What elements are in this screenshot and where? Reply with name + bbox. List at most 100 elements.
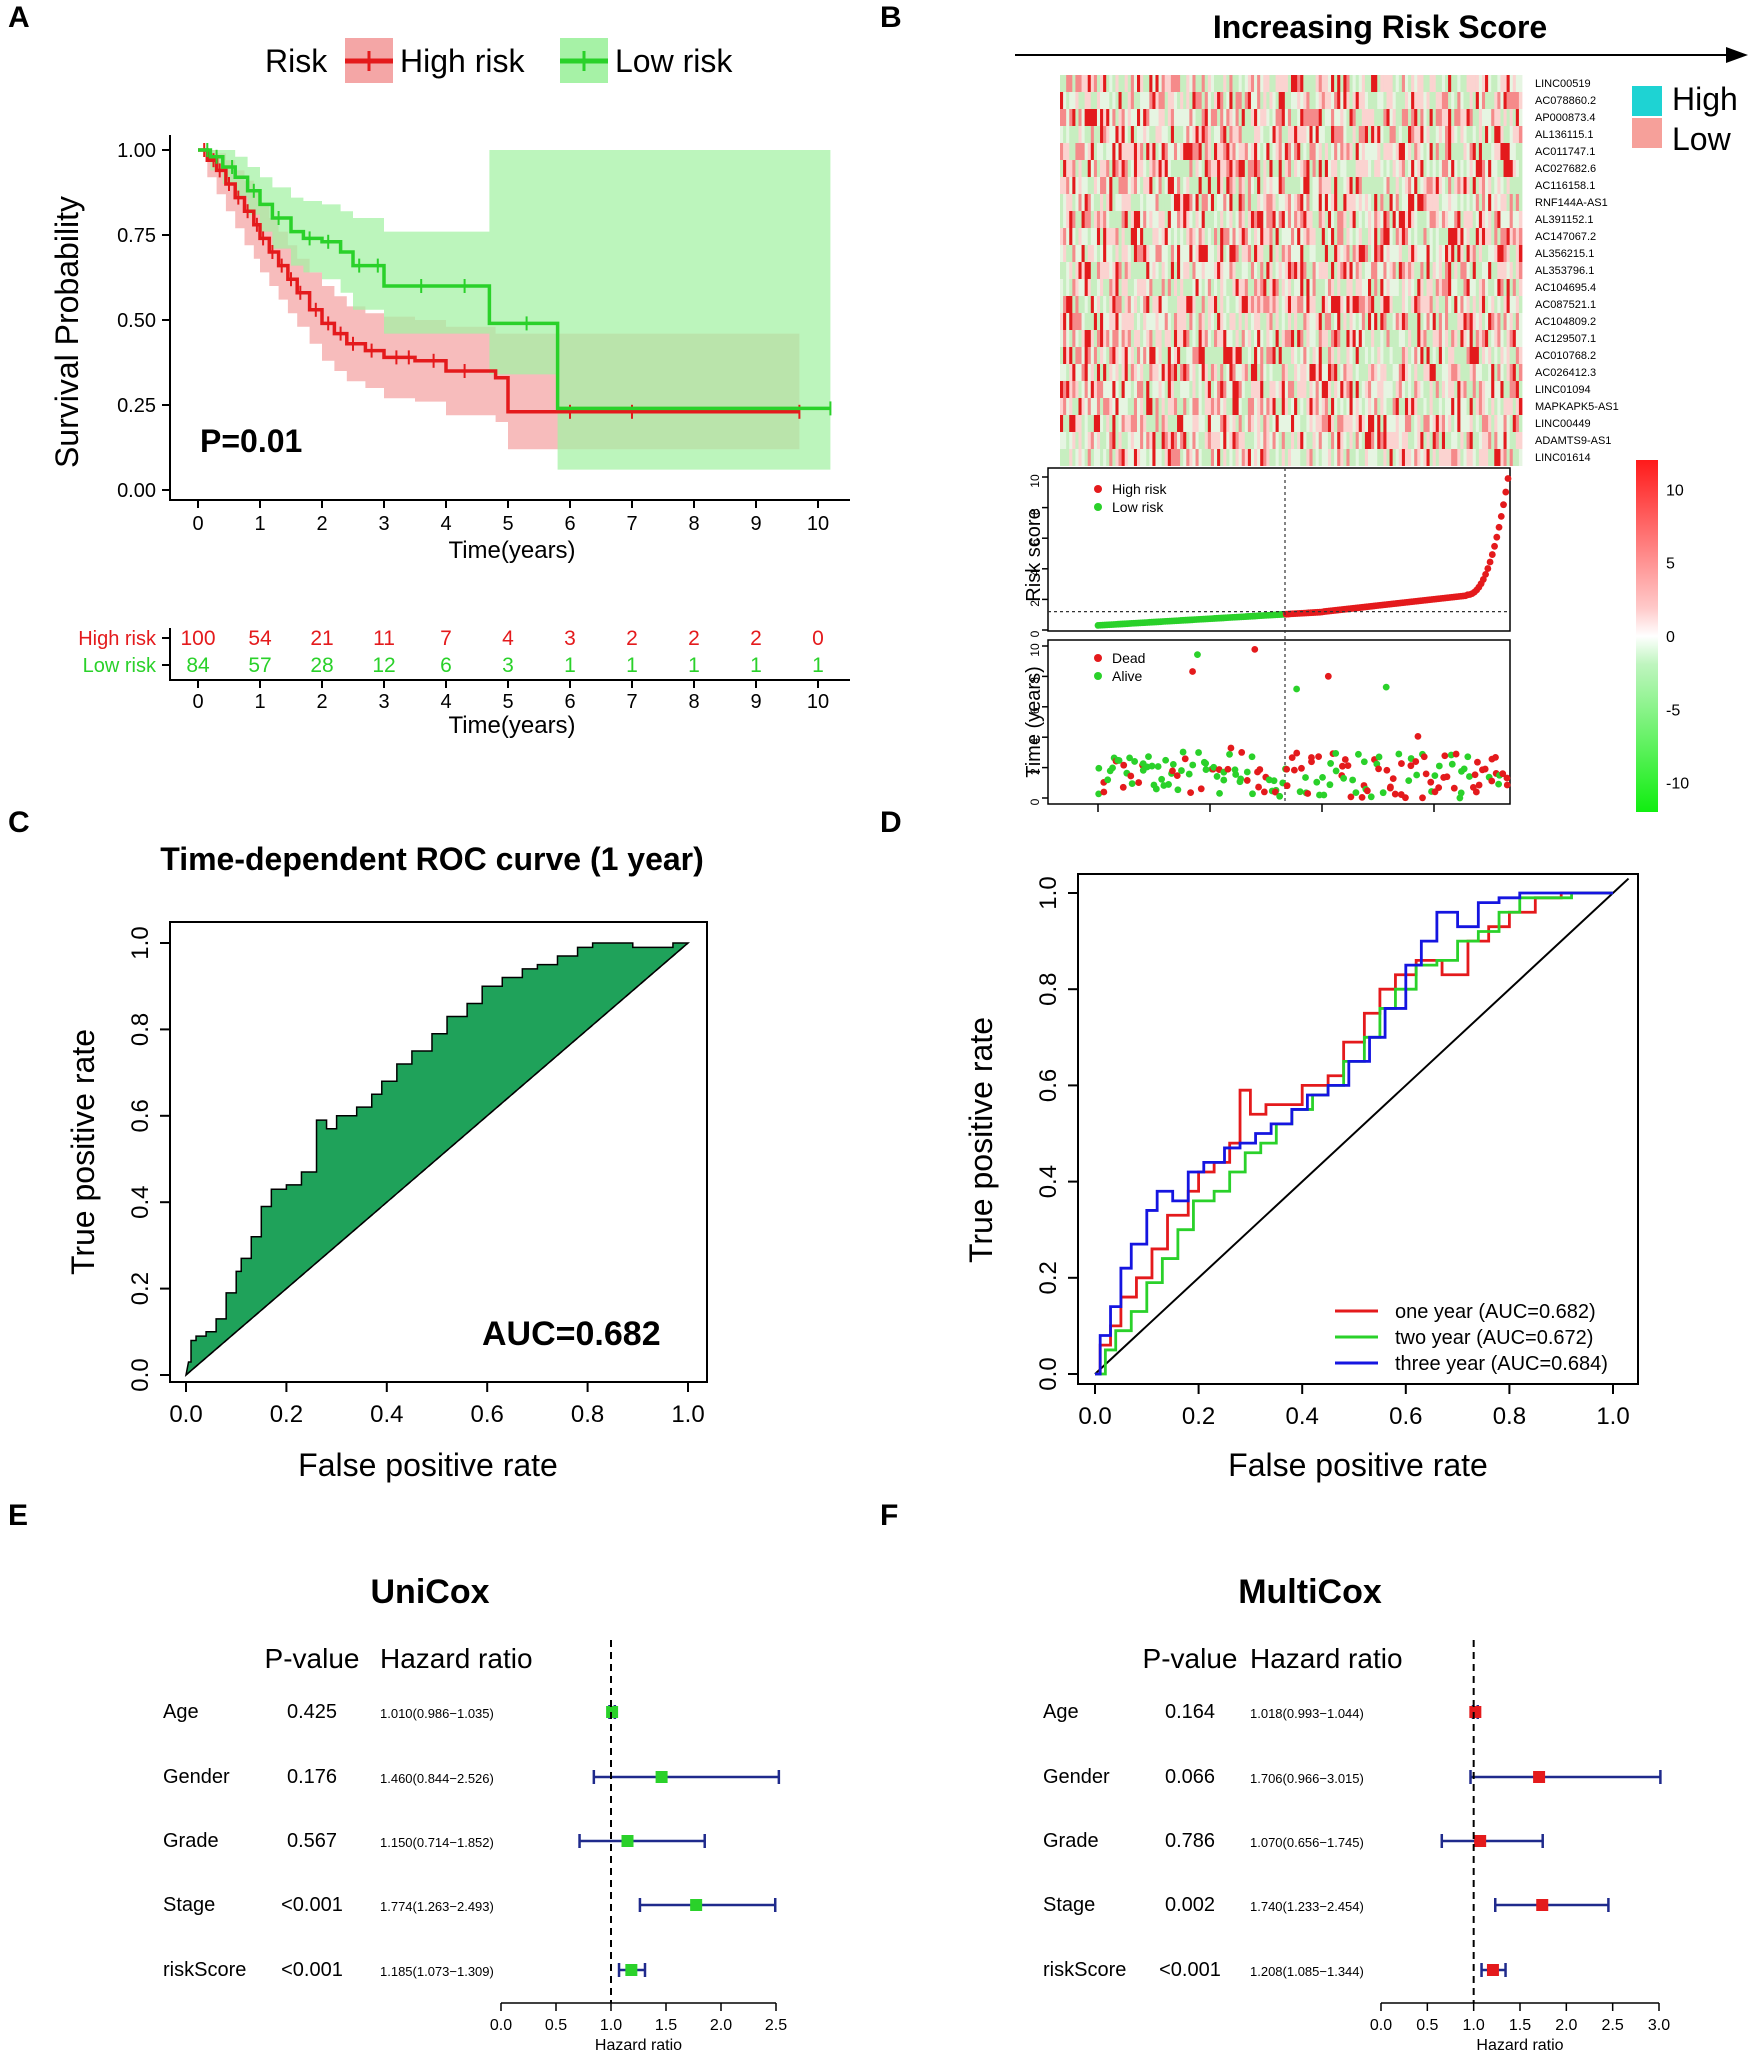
heatmap-cell <box>1327 262 1332 279</box>
heatmap-cell <box>1069 313 1073 330</box>
heatmap-cell <box>1115 211 1119 228</box>
heatmap-cell <box>1275 415 1280 432</box>
heatmap-cell <box>1364 262 1369 279</box>
heatmap-cell <box>1232 126 1236 143</box>
heatmap-cell <box>1331 194 1335 211</box>
heatmap-cell <box>1371 211 1375 228</box>
survival-point <box>1189 668 1196 675</box>
heatmap-cell <box>1207 415 1212 432</box>
heatmap-cell <box>1457 194 1461 211</box>
heatmap-cell <box>1460 381 1464 398</box>
heatmap-cell <box>1158 398 1163 415</box>
heatmap-cell <box>1497 211 1501 228</box>
heatmap-cell <box>1238 279 1243 296</box>
heatmap-cell <box>1346 177 1350 194</box>
heatmap-cell <box>1130 126 1135 143</box>
heatmap-cell <box>1272 432 1276 449</box>
heatmap-cell <box>1100 75 1104 92</box>
x-tick-label: 1 <box>254 513 265 535</box>
heatmap-cell <box>1121 381 1126 398</box>
heatmap-cell <box>1358 364 1363 381</box>
heatmap-cell <box>1300 415 1304 432</box>
heatmap-cell <box>1201 449 1206 466</box>
heatmap-cell <box>1093 211 1098 228</box>
heatmap-cell <box>1100 381 1104 398</box>
heatmap-cell <box>1281 228 1286 245</box>
heatmap-cell <box>1349 194 1353 211</box>
heatmap-cell <box>1152 160 1156 177</box>
heatmap-cell <box>1371 160 1375 177</box>
heatmap-cell <box>1275 364 1280 381</box>
survival-point <box>1127 772 1135 780</box>
heatmap-cell <box>1481 296 1486 313</box>
heatmap-cell <box>1275 92 1280 109</box>
heatmap-cell <box>1300 381 1304 398</box>
heatmap-cell <box>1124 109 1129 126</box>
heatmap-cell <box>1223 75 1227 92</box>
heatmap-cell <box>1518 296 1523 313</box>
heatmap-cell <box>1250 381 1255 398</box>
heatmap-cell <box>1303 92 1307 109</box>
heatmap-cell <box>1069 177 1073 194</box>
survival-point <box>1260 788 1268 796</box>
heatmap-cell <box>1515 160 1520 177</box>
heatmap-cell <box>1124 194 1129 211</box>
heatmap-cell <box>1300 245 1304 262</box>
heatmap-cell <box>1466 262 1471 279</box>
heatmap-cell <box>1337 75 1341 92</box>
heatmap-cell <box>1183 211 1187 228</box>
heatmap-cell <box>1334 211 1338 228</box>
heatmap-cell <box>1272 279 1276 296</box>
heatmap-cell <box>1127 126 1132 143</box>
heatmap-cell <box>1146 262 1150 279</box>
heatmap-cell <box>1352 296 1357 313</box>
heatmap-cell <box>1457 109 1461 126</box>
heatmap-cell <box>1448 262 1452 279</box>
hr-marker <box>606 1706 619 1718</box>
heatmap-cell <box>1321 109 1326 126</box>
heatmap-cell <box>1500 143 1504 160</box>
heatmap-cell <box>1106 109 1110 126</box>
forest-x-tick-label: 2.0 <box>710 2017 732 2034</box>
heatmap-cell <box>1096 143 1101 160</box>
heatmap-cell <box>1432 313 1437 330</box>
heatmap-cell <box>1457 381 1461 398</box>
heatmap-cell <box>1485 109 1489 126</box>
heatmap-cell <box>1349 364 1353 381</box>
heatmap-cell <box>1257 211 1261 228</box>
heatmap-cell <box>1432 364 1437 381</box>
heatmap-cell <box>1266 143 1270 160</box>
heatmap-cell <box>1398 228 1403 245</box>
heatmap-cell <box>1349 109 1353 126</box>
heatmap-cell <box>1355 381 1360 398</box>
heatmap-cell <box>1488 92 1492 109</box>
heatmap-cell <box>1072 313 1076 330</box>
heatmap-cell <box>1469 92 1474 109</box>
heatmap-cell <box>1324 177 1329 194</box>
heatmap-cell <box>1312 415 1317 432</box>
heatmap-cell <box>1509 449 1514 466</box>
heatmap-cell <box>1115 449 1119 466</box>
heatmap-cell <box>1383 75 1387 92</box>
legend-dot-low <box>1094 503 1102 511</box>
heatmap-cell <box>1454 262 1458 279</box>
x-tick-label: 9 <box>750 513 761 535</box>
heatmap-cell <box>1180 330 1184 347</box>
heatmap-cell <box>1460 432 1464 449</box>
heatmap-cell <box>1149 330 1153 347</box>
heatmap-cell <box>1358 228 1363 245</box>
heatmap-cell <box>1287 75 1292 92</box>
heatmap-cell <box>1518 211 1523 228</box>
heatmap-cell <box>1408 330 1412 347</box>
heatmap-cell <box>1346 109 1350 126</box>
heatmap-cell <box>1408 432 1412 449</box>
heatmap-cell <box>1472 449 1477 466</box>
heatmap-cell <box>1140 449 1144 466</box>
heatmap-cell <box>1488 245 1492 262</box>
heatmap-cell <box>1518 449 1523 466</box>
heatmap-cell <box>1371 228 1375 245</box>
heatmap-cell <box>1315 262 1320 279</box>
heatmap-cell <box>1130 245 1135 262</box>
heatmap-cell <box>1408 262 1412 279</box>
heatmap-cell <box>1451 143 1455 160</box>
